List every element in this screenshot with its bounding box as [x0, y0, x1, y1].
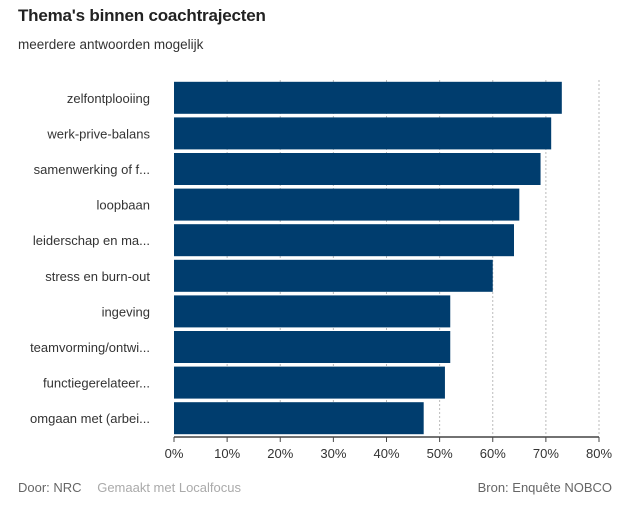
author-credit: Door: NRC [18, 480, 82, 495]
x-tick-label: 0% [165, 446, 184, 461]
x-tick-label: 10% [214, 446, 240, 461]
x-tick-label: 50% [427, 446, 453, 461]
bar [174, 117, 552, 150]
bar [174, 259, 493, 292]
x-tick-label: 30% [320, 446, 346, 461]
source-credit: Bron: Enquête NOBCO [477, 480, 612, 495]
bar [174, 295, 451, 328]
x-tick-label: 60% [480, 446, 506, 461]
category-label: samenwerking of f... [34, 162, 150, 177]
bar [174, 81, 562, 114]
category-label: ingeving [102, 304, 150, 319]
bar [174, 331, 451, 363]
footer-credits: Door: NRC Gemaakt met Localfocus [18, 480, 241, 495]
category-label: werk-prive-balans [46, 126, 150, 141]
x-tick-label: 70% [533, 446, 559, 461]
localfocus-link[interactable]: Gemaakt met Localfocus [97, 480, 241, 495]
category-label: loopbaan [97, 198, 151, 213]
x-tick-label: 80% [586, 446, 612, 461]
category-label: teamvorming/ontwi... [30, 340, 150, 355]
category-label: stress en burn-out [45, 269, 150, 284]
category-label: omgaan met (arbei... [30, 411, 150, 426]
bar [174, 402, 424, 435]
bar [174, 366, 445, 399]
category-label: functiegerelateer... [43, 376, 150, 391]
bar [174, 153, 541, 185]
chart-subtitle: meerdere antwoorden mogelijk [18, 37, 204, 52]
bar [174, 224, 514, 257]
bar [174, 188, 520, 221]
category-label: zelfontplooiing [67, 91, 150, 106]
chart-title: Thema's binnen coachtrajecten [18, 6, 266, 25]
x-tick-label: 20% [267, 446, 293, 461]
category-label: leiderschap en ma... [33, 233, 150, 248]
x-tick-label: 40% [373, 446, 399, 461]
